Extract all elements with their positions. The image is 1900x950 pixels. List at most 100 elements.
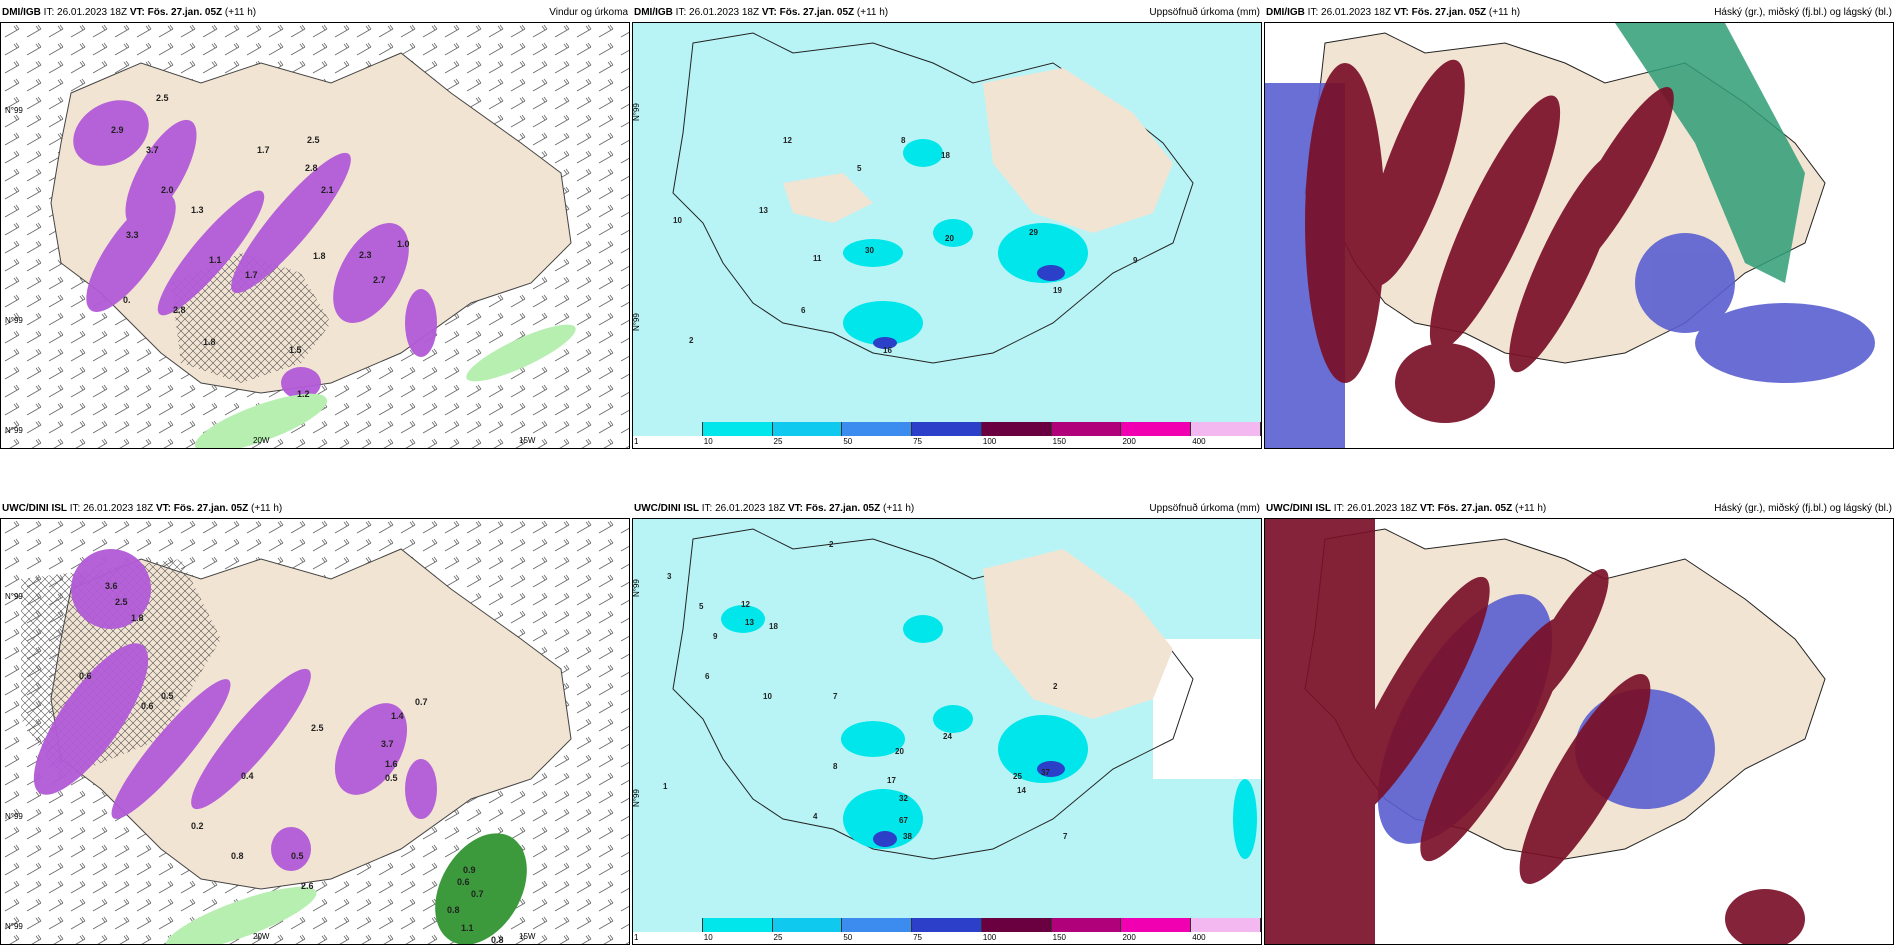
map-frame [1264,518,1894,945]
precip-value: 0.4 [241,771,254,781]
model-name: DMI/IGB [1266,7,1305,18]
precip-value: 18 [941,151,950,160]
precip-value: 1.8 [131,613,144,623]
precip-value: 1.5 [289,345,302,355]
lat-label: N°99 [5,106,23,115]
colorbar-swatch [842,918,913,932]
lon-label: 20W [253,932,270,941]
map-frame: N°99 N°99 3 2 5 9 12 13 18 10 7 6 24 37 … [632,518,1262,945]
panel-clouds-dmi: DMI/IGB IT: 26.01.2023 18Z VT: Fös. 27.j… [1264,0,1894,449]
colorbar-swatch [772,918,843,932]
precip-value: 2.6 [301,881,314,891]
precip-value: 67 [899,816,908,825]
lead-time: (+11 h) [856,7,889,18]
lead-time: (+11 h) [1515,503,1547,514]
colorbar-swatch [1121,918,1192,932]
precip-value: 1.8 [313,251,326,261]
colorbar-tick: 25 [773,933,783,942]
precip-value: 3 [667,572,672,581]
panel-header: UWC/DINI ISL IT: 26.01.2023 18Z VT: Fös.… [634,502,1260,516]
colorbar-tick: 10 [703,933,713,942]
precip-value: 0.8 [447,905,460,915]
lon-label: 15W [519,932,536,941]
lon-label: 20W [253,436,270,445]
precip-value: 13 [745,618,754,627]
precip-value: 2 [1053,682,1058,691]
precip-value: 17 [887,776,896,785]
precip-value: 18 [769,622,778,631]
colorbar-tick: 100 [982,437,997,446]
lat-label: N°99 [5,922,23,931]
precip-value: 0.8 [491,935,504,944]
precip-value: 10 [673,216,682,225]
colorbar-tick: 50 [843,933,853,942]
panel-wind-precip-uwc: UWC/DINI ISL IT: 26.01.2023 18Z VT: Fös.… [0,496,630,945]
colorbar-swatch [1191,918,1261,932]
precip-value: 16 [883,346,892,355]
precip-value: 2.9 [111,125,124,135]
precip-value: 7 [833,692,838,701]
lat-label: N°99 [633,103,641,121]
precip-value: 3.7 [146,145,159,155]
colorbar-tick: 400 [1192,437,1206,446]
map-frame: N°99 N°99 N°99 20W 15W 2.9 3.7 2.5 2.0 3… [0,22,630,449]
precip-value: 2.0 [161,185,174,195]
init-time: 26.01.2023 18Z [57,7,128,18]
colorbar-tick: 200 [1122,437,1136,446]
it-label: IT: [43,7,55,18]
precip-value: 2.5 [156,93,169,103]
model-name: DMI/IGB [634,7,673,18]
lon-label: 15W [519,436,536,445]
colorbar-swatch [1121,422,1192,436]
precip-value: 0.6 [141,701,154,711]
precip-value: 14 [1017,786,1026,795]
lead-time: (+11 h) [883,503,915,514]
panel-header: DMI/IGB IT: 26.01.2023 18Z VT: Fös. 27.j… [2,6,628,20]
panel-header: DMI/IGB IT: 26.01.2023 18Z VT: Fös. 27.j… [634,6,1260,20]
panel-header: UWC/DINI ISL IT: 26.01.2023 18Z VT: Fös.… [2,502,628,516]
colorbar-swatch [981,422,1052,436]
lead-time: (+11 h) [1488,7,1521,18]
model-name: UWC/DINI ISL [1266,503,1331,514]
panel-header: DMI/IGB IT: 26.01.2023 18Z VT: Fös. 27.j… [1266,6,1892,20]
precip-value: 2.5 [115,597,128,607]
precip-value: 38 [903,832,912,841]
precip-value: 8 [833,762,838,771]
valid-time: VT: Fös. 27.jan. 05Z [1393,7,1487,18]
init-time: 26.01.2023 18Z [715,503,786,514]
precip-value: 0.2 [191,821,204,831]
precip-value: 12 [741,600,750,609]
precip-value: 19 [1053,286,1062,295]
it-label: IT: [675,7,687,18]
colorbar-swatch [1051,422,1122,436]
colorbar-swatch [912,422,982,436]
colorbar-swatch [981,918,1052,932]
precip-value: 25 [1013,772,1022,781]
lead-time: (+11 h) [251,503,283,514]
colorbar-swatch [912,918,982,932]
panel-wind-precip-dmi: DMI/IGB IT: 26.01.2023 18Z VT: Fös. 27.j… [0,0,630,449]
precip-value: 1.2 [297,389,310,399]
colorbar-tick: 150 [1052,933,1067,942]
precip-value: 2.5 [307,135,320,145]
precip-value: 12 [783,136,792,145]
precip-value: 6 [801,306,806,315]
precip-value: 2.3 [359,250,372,260]
precip-value: 3.7 [381,739,394,749]
precip-value: 4 [813,812,818,821]
precip-value: 0. [123,295,131,305]
precip-value: 30 [865,246,874,255]
precip-value: 1.6 [385,759,398,769]
precip-value: 0.5 [385,773,398,783]
colorbar-tick: 150 [1052,437,1067,446]
precip-value: 2.8 [305,163,318,173]
lat-label: N°99 [5,812,23,821]
panel-accum-precip-dmi: DMI/IGB IT: 26.01.2023 18Z VT: Fös. 27.j… [632,0,1262,449]
precip-value: 29 [1029,228,1038,237]
init-time: 26.01.2023 18Z [689,7,760,18]
it-label: IT: [1333,503,1345,514]
colorbar-swatch [633,422,703,436]
valid-time: VT: Fös. 27.jan. 05Z [1419,503,1513,514]
model-name: UWC/DINI ISL [2,503,67,514]
map-frame: N°99 N°99 12 8 18 5 13 10 11 30 29 20 6 … [632,22,1262,449]
